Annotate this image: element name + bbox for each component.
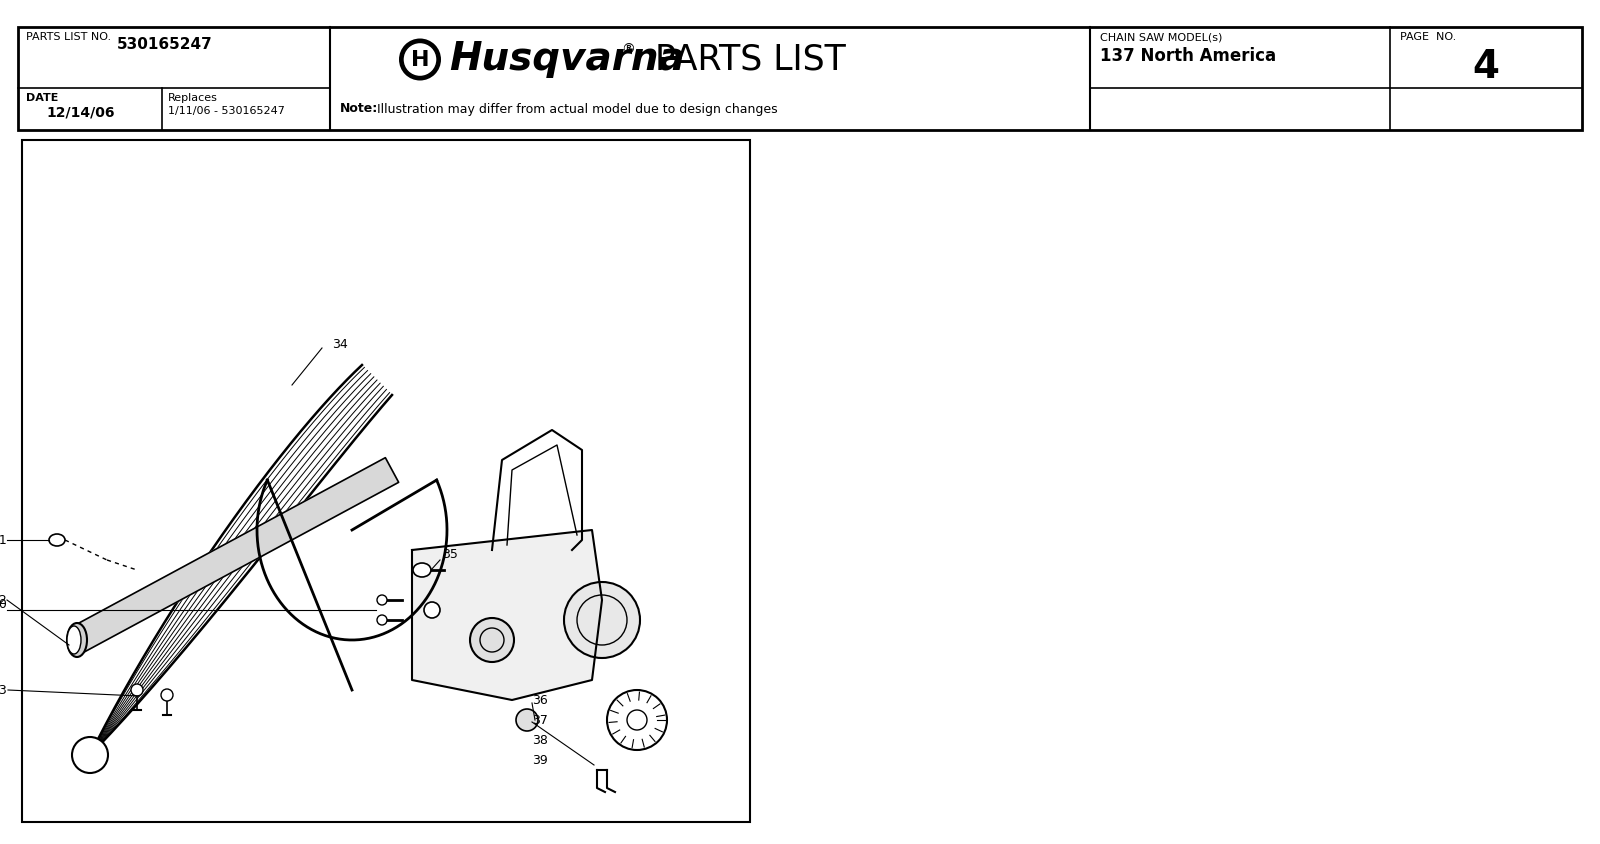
Text: 37: 37 [531,713,547,727]
Text: Husqvarna: Husqvarna [450,41,685,78]
Polygon shape [70,457,398,652]
Text: H: H [411,50,429,69]
Text: PAGE  NO.: PAGE NO. [1400,32,1456,42]
Bar [22,140,750,822]
Text: 34: 34 [333,338,347,351]
Text: 36: 36 [531,694,547,706]
Text: 33: 33 [0,684,6,696]
Circle shape [131,684,142,696]
Text: PARTS LIST NO.: PARTS LIST NO. [26,32,110,42]
Ellipse shape [67,623,86,657]
Text: 38: 38 [531,733,547,746]
Circle shape [563,582,640,658]
Ellipse shape [413,563,430,577]
Text: DATE: DATE [26,93,58,103]
Text: Replaces: Replaces [168,93,218,103]
Text: 1/11/06 - 530165247: 1/11/06 - 530165247 [168,106,285,116]
Ellipse shape [67,626,82,654]
Circle shape [403,42,437,77]
Text: ®: ® [621,42,635,57]
Circle shape [398,39,442,80]
Circle shape [606,690,667,750]
Circle shape [378,595,387,605]
Circle shape [424,602,440,618]
Text: Illustration may differ from actual model due to design changes: Illustration may differ from actual mode… [373,102,778,116]
Circle shape [470,618,514,662]
Text: 30: 30 [0,598,6,612]
Text: Note:: Note: [339,102,378,116]
Text: PARTS LIST: PARTS LIST [634,42,846,77]
Text: 137 North America: 137 North America [1101,47,1277,65]
Text: 39: 39 [531,754,547,766]
Text: 530165247: 530165247 [117,37,213,52]
Text: 4: 4 [1472,48,1499,86]
Text: 35: 35 [442,549,458,561]
Polygon shape [90,365,392,755]
Polygon shape [413,530,602,700]
Bar [18,27,1582,130]
Text: CHAIN SAW MODEL(s): CHAIN SAW MODEL(s) [1101,32,1222,42]
Circle shape [72,737,109,773]
Circle shape [515,709,538,731]
Circle shape [162,689,173,701]
Text: 32: 32 [0,593,6,607]
Circle shape [378,615,387,625]
Text: 12/14/06: 12/14/06 [46,106,115,120]
Text: 31: 31 [0,533,6,547]
Ellipse shape [50,534,66,546]
